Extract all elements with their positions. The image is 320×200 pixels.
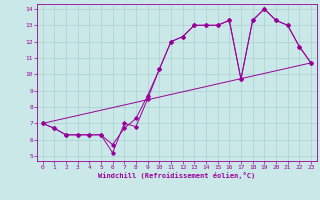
X-axis label: Windchill (Refroidissement éolien,°C): Windchill (Refroidissement éolien,°C) bbox=[98, 172, 255, 179]
